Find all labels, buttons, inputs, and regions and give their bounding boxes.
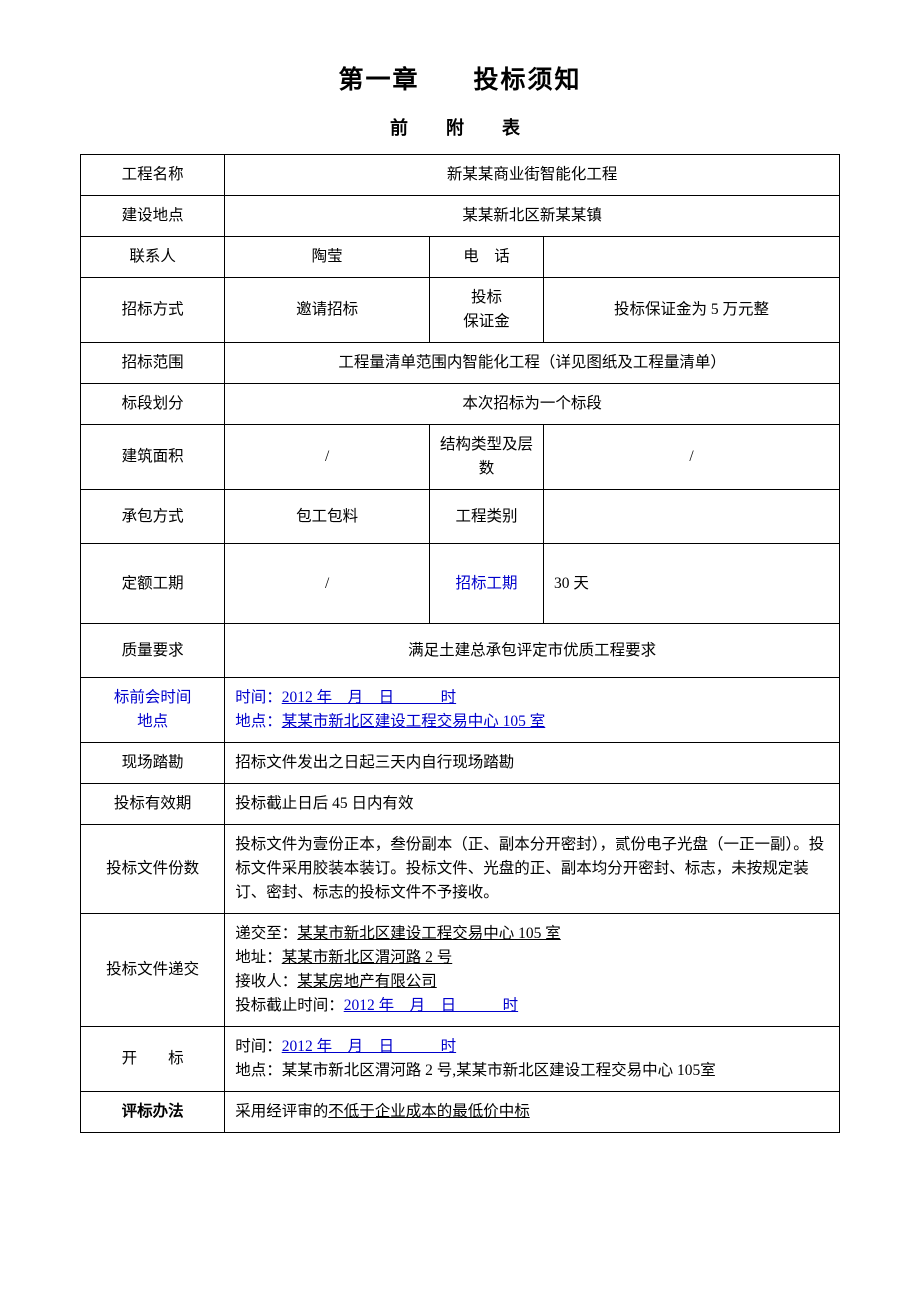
value-bid-method: 邀请招标 xyxy=(225,278,430,343)
value-quality: 满足土建总承包评定市优质工程要求 xyxy=(225,624,840,678)
row-scope: 招标范围 工程量清单范围内智能化工程（详见图纸及工程量清单） xyxy=(81,343,840,384)
value-premeeting: 时间：2012 年 月 日 时 地点：某某市新北区建设工程交易中心 105 室 xyxy=(225,678,840,743)
evaluation-prefix: 采用经评审的 xyxy=(235,1103,328,1120)
value-site-visit: 招标文件发出之日起三天内自行现场踏勘 xyxy=(225,743,840,784)
label-premeeting: 标前会时间 地点 xyxy=(81,678,225,743)
label-contract-mode: 承包方式 xyxy=(81,490,225,544)
opening-time-prefix: 时间： xyxy=(235,1038,282,1055)
value-contract-mode: 包工包料 xyxy=(225,490,430,544)
value-contact: 陶莹 xyxy=(225,237,430,278)
row-fixed-period: 定额工期 / 招标工期 30 天 xyxy=(81,544,840,624)
value-delivery: 递交至：某某市新北区建设工程交易中心 105 室 地址：某某市新北区渭河路 2 … xyxy=(225,914,840,1027)
label-location: 建设地点 xyxy=(81,196,225,237)
premeeting-time: 2012 年 月 日 时 xyxy=(282,689,456,706)
row-contact: 联系人 陶莹 电 话 xyxy=(81,237,840,278)
value-deposit: 投标保证金为 5 万元整 xyxy=(543,278,839,343)
row-opening: 开 标 时间：2012 年 月 日 时 地点：某某市新北区渭河路 2 号,某某市… xyxy=(81,1027,840,1092)
label-copies: 投标文件份数 xyxy=(81,825,225,914)
row-contract-mode: 承包方式 包工包料 工程类别 xyxy=(81,490,840,544)
premeeting-time-prefix: 时间： xyxy=(235,689,282,706)
premeeting-loc: 某某市新北区建设工程交易中心 105 室 xyxy=(282,713,546,730)
value-project-name: 新某某商业街智能化工程 xyxy=(225,155,840,196)
delivery-receiver-prefix: 接收人： xyxy=(235,973,297,990)
label-proj-type: 工程类别 xyxy=(430,490,544,544)
evaluation-underline: 不低于企业成本的最低价中标 xyxy=(328,1103,530,1120)
label-site-visit: 现场踏勘 xyxy=(81,743,225,784)
opening-loc: 地点：某某市新北区渭河路 2 号,某某市新北区建设工程交易中心 105室 xyxy=(235,1062,716,1079)
value-fixed-period: / xyxy=(225,544,430,624)
row-location: 建设地点 某某新北区新某某镇 xyxy=(81,196,840,237)
row-bid-method: 招标方式 邀请招标 投标 保证金 投标保证金为 5 万元整 xyxy=(81,278,840,343)
label-area: 建筑面积 xyxy=(81,425,225,490)
label-deposit: 投标 保证金 xyxy=(430,278,544,343)
row-premeeting: 标前会时间 地点 时间：2012 年 月 日 时 地点：某某市新北区建设工程交易… xyxy=(81,678,840,743)
label-bid-period: 招标工期 xyxy=(430,544,544,624)
delivery-deadline: 2012 年 月 日 时 xyxy=(344,997,518,1014)
value-validity: 投标截止日后 45 日内有效 xyxy=(225,784,840,825)
value-scope: 工程量清单范围内智能化工程（详见图纸及工程量清单） xyxy=(225,343,840,384)
label-struct-type: 结构类型及层数 xyxy=(430,425,544,490)
label-evaluation: 评标办法 xyxy=(81,1092,225,1133)
row-evaluation: 评标办法 采用经评审的不低于企业成本的最低价中标 xyxy=(81,1092,840,1133)
delivery-addr: 某某市新北区渭河路 2 号 xyxy=(282,949,453,966)
opening-time: 2012 年 月 日 时 xyxy=(282,1038,456,1055)
value-section: 本次招标为一个标段 xyxy=(225,384,840,425)
sub-title: 前 附 表 xyxy=(80,114,840,140)
value-struct-type: / xyxy=(543,425,839,490)
label-scope: 招标范围 xyxy=(81,343,225,384)
delivery-sendto: 某某市新北区建设工程交易中心 105 室 xyxy=(297,925,561,942)
value-location: 某某新北区新某某镇 xyxy=(225,196,840,237)
label-fixed-period: 定额工期 xyxy=(81,544,225,624)
row-validity: 投标有效期 投标截止日后 45 日内有效 xyxy=(81,784,840,825)
label-opening: 开 标 xyxy=(81,1027,225,1092)
row-quality: 质量要求 满足土建总承包评定市优质工程要求 xyxy=(81,624,840,678)
value-phone xyxy=(543,237,839,278)
value-evaluation: 采用经评审的不低于企业成本的最低价中标 xyxy=(225,1092,840,1133)
value-copies: 投标文件为壹份正本，叁份副本（正、副本分开密封），贰份电子光盘（一正一副）。投标… xyxy=(225,825,840,914)
delivery-receiver: 某某房地产有限公司 xyxy=(297,973,437,990)
label-bid-method: 招标方式 xyxy=(81,278,225,343)
bidding-table: 工程名称 新某某商业街智能化工程 建设地点 某某新北区新某某镇 联系人 陶莹 电… xyxy=(80,154,840,1133)
row-delivery: 投标文件递交 递交至：某某市新北区建设工程交易中心 105 室 地址：某某市新北… xyxy=(81,914,840,1027)
delivery-addr-prefix: 地址： xyxy=(235,949,282,966)
label-project-name: 工程名称 xyxy=(81,155,225,196)
delivery-sendto-prefix: 递交至： xyxy=(235,925,297,942)
value-proj-type xyxy=(543,490,839,544)
row-site-visit: 现场踏勘 招标文件发出之日起三天内自行现场踏勘 xyxy=(81,743,840,784)
label-contact: 联系人 xyxy=(81,237,225,278)
row-project-name: 工程名称 新某某商业街智能化工程 xyxy=(81,155,840,196)
row-section: 标段划分 本次招标为一个标段 xyxy=(81,384,840,425)
label-validity: 投标有效期 xyxy=(81,784,225,825)
value-bid-period: 30 天 xyxy=(543,544,839,624)
label-section: 标段划分 xyxy=(81,384,225,425)
row-copies: 投标文件份数 投标文件为壹份正本，叁份副本（正、副本分开密封），贰份电子光盘（一… xyxy=(81,825,840,914)
label-quality: 质量要求 xyxy=(81,624,225,678)
chapter-title: 第一章 投标须知 xyxy=(80,60,840,96)
value-opening: 时间：2012 年 月 日 时 地点：某某市新北区渭河路 2 号,某某市新北区建… xyxy=(225,1027,840,1092)
label-delivery: 投标文件递交 xyxy=(81,914,225,1027)
row-area: 建筑面积 / 结构类型及层数 / xyxy=(81,425,840,490)
delivery-deadline-prefix: 投标截止时间： xyxy=(235,997,344,1014)
value-area: / xyxy=(225,425,430,490)
premeeting-loc-prefix: 地点： xyxy=(235,713,282,730)
label-phone: 电 话 xyxy=(430,237,544,278)
